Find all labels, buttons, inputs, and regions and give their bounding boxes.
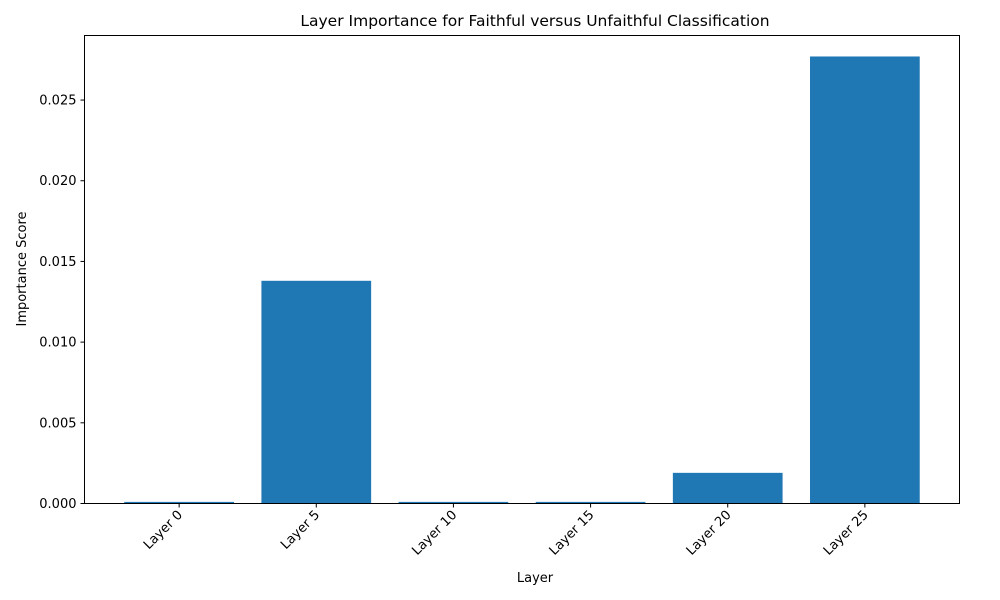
x-axis-ticks: Layer 0 Layer 5 Layer 10 Layer 15 Layer 20 La… bbox=[141, 503, 872, 559]
chart-title: Layer Importance for Faithful versus Unf… bbox=[300, 12, 769, 30]
bars-group bbox=[124, 56, 920, 504]
x-tick-label: Layer 20 bbox=[684, 508, 735, 559]
plot-frame bbox=[84, 35, 960, 504]
x-axis-label: Layer bbox=[517, 571, 554, 586]
bar-layer-10 bbox=[398, 501, 509, 504]
x-tick-label: Layer 10 bbox=[409, 508, 460, 559]
bar-layer-20 bbox=[672, 472, 783, 504]
y-tick-label: 0.010 bbox=[39, 336, 76, 351]
bar-layer-25 bbox=[810, 56, 920, 504]
x-tick-label: Layer 25 bbox=[821, 508, 872, 559]
y-tick-label: 0.025 bbox=[39, 94, 76, 109]
bar-layer-0 bbox=[124, 501, 234, 504]
y-tick-label: 0.015 bbox=[39, 255, 76, 270]
y-axis-label: Importance Score bbox=[15, 211, 30, 326]
y-tick-label: 0.000 bbox=[39, 497, 76, 512]
x-tick-label: Layer 0 bbox=[141, 508, 186, 553]
bar-layer-5 bbox=[261, 280, 372, 504]
y-tick-label: 0.005 bbox=[39, 416, 76, 431]
bar-layer-15 bbox=[535, 501, 646, 504]
y-axis-ticks: 0.000 0.005 0.010 0.015 0.020 0.025 bbox=[39, 94, 85, 512]
x-tick-label: Layer 5 bbox=[278, 508, 323, 553]
x-tick-label: Layer 15 bbox=[547, 508, 598, 559]
y-tick-label: 0.020 bbox=[39, 174, 76, 189]
